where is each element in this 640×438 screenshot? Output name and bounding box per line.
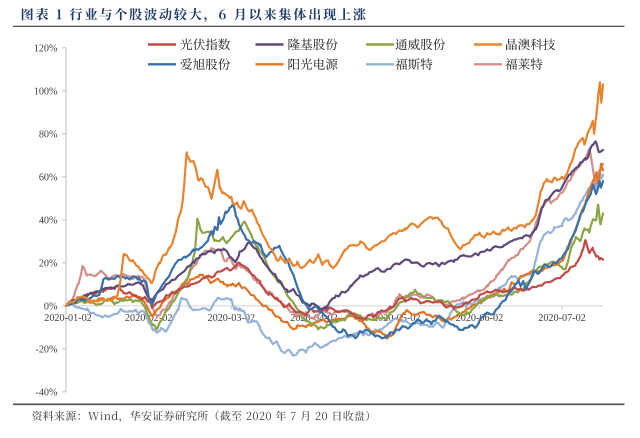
svg-text:100%: 100%	[34, 86, 58, 97]
svg-text:60%: 60%	[39, 172, 58, 183]
svg-text:2020-06-02: 2020-06-02	[456, 313, 504, 324]
svg-text:2020-07-02: 2020-07-02	[538, 313, 586, 324]
svg-text:80%: 80%	[39, 129, 58, 140]
svg-text:2020-03-02: 2020-03-02	[208, 313, 256, 324]
svg-text:20%: 20%	[39, 258, 58, 269]
svg-text:40%: 40%	[39, 215, 58, 226]
svg-text:120%: 120%	[34, 43, 58, 54]
svg-text:-20%: -20%	[35, 344, 58, 355]
svg-text:0%: 0%	[44, 301, 58, 312]
svg-text:2020-01-02: 2020-01-02	[44, 313, 92, 324]
svg-text:-40%: -40%	[35, 387, 58, 398]
